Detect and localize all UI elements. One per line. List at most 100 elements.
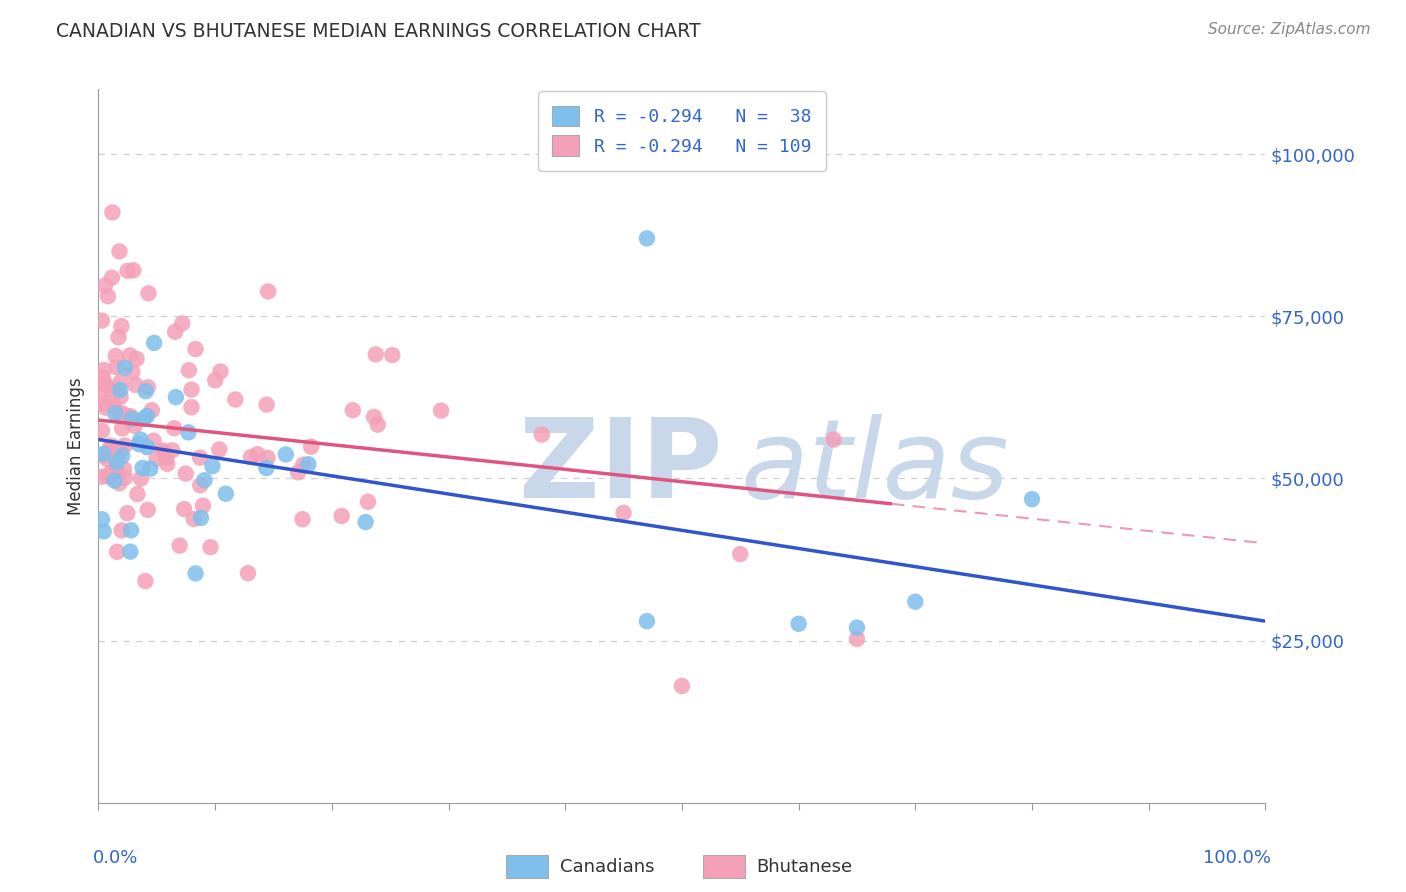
Point — [201, 459, 224, 474]
Point — [165, 325, 187, 339]
Point — [134, 574, 156, 588]
Point — [165, 390, 187, 404]
Point — [287, 466, 309, 480]
Point — [110, 524, 132, 538]
Point — [354, 515, 377, 529]
Point — [173, 502, 195, 516]
Point — [193, 473, 215, 487]
Text: CANADIAN VS BHUTANESE MEDIAN EARNINGS CORRELATION CHART: CANADIAN VS BHUTANESE MEDIAN EARNINGS CO… — [56, 22, 700, 41]
Point — [188, 478, 211, 492]
Point — [90, 370, 112, 384]
Point — [177, 425, 200, 440]
Point — [111, 449, 134, 463]
Text: 0.0%: 0.0% — [93, 849, 138, 867]
Point — [105, 545, 128, 559]
Point — [94, 378, 117, 392]
Point — [190, 511, 212, 525]
Point — [129, 472, 152, 486]
Point — [152, 443, 174, 458]
Point — [114, 438, 136, 452]
Point — [103, 474, 125, 488]
Point — [143, 335, 166, 350]
Point — [100, 438, 122, 452]
Point — [184, 566, 207, 581]
Point — [90, 313, 112, 327]
Point — [124, 418, 146, 433]
Point — [120, 544, 142, 558]
Point — [200, 540, 222, 554]
Point — [363, 409, 385, 424]
Point — [110, 319, 132, 334]
Point — [136, 380, 159, 394]
Point — [108, 476, 131, 491]
Point — [108, 406, 131, 420]
Point — [97, 469, 120, 483]
Point — [117, 264, 139, 278]
Point — [846, 632, 869, 646]
Point — [101, 270, 124, 285]
Point — [110, 376, 132, 390]
Point — [172, 317, 194, 331]
Point — [104, 406, 127, 420]
Point — [103, 400, 125, 414]
Point — [101, 392, 124, 406]
Point — [671, 679, 693, 693]
Point — [118, 348, 141, 362]
Point — [93, 397, 115, 411]
Point — [111, 407, 134, 421]
Point — [128, 437, 150, 451]
Point — [299, 440, 322, 454]
Text: Source: ZipAtlas.com: Source: ZipAtlas.com — [1208, 22, 1371, 37]
Text: Canadians: Canadians — [560, 858, 654, 876]
Point — [93, 363, 115, 377]
Point — [107, 330, 129, 344]
Point — [114, 360, 136, 375]
Point — [787, 616, 810, 631]
Point — [141, 403, 163, 417]
Point — [174, 467, 197, 481]
Point — [177, 363, 200, 377]
Point — [823, 433, 845, 447]
Point — [129, 433, 152, 447]
Point — [636, 231, 658, 245]
Point — [90, 385, 112, 400]
Point — [105, 455, 128, 469]
Point — [291, 512, 314, 526]
Point — [1021, 492, 1043, 507]
Point — [139, 461, 162, 475]
Point — [93, 373, 115, 387]
Point — [188, 450, 211, 465]
Point — [127, 487, 149, 501]
Point — [90, 469, 112, 483]
Point — [257, 285, 280, 299]
Point — [297, 457, 319, 471]
Point — [121, 365, 143, 379]
Point — [125, 351, 148, 366]
Point — [292, 458, 315, 472]
Point — [100, 382, 122, 396]
Point — [184, 342, 207, 356]
Text: Bhutanese: Bhutanese — [756, 858, 852, 876]
Point — [162, 443, 184, 458]
Point — [730, 547, 752, 561]
Point — [122, 263, 145, 277]
Point — [367, 417, 389, 432]
Point — [94, 278, 117, 293]
Point — [204, 373, 226, 387]
Point — [215, 486, 238, 500]
Point — [131, 461, 153, 475]
Point — [169, 539, 191, 553]
Point — [256, 450, 278, 465]
Point — [636, 614, 658, 628]
Point — [136, 503, 159, 517]
Point — [209, 364, 232, 378]
Point — [191, 499, 214, 513]
Point — [117, 506, 139, 520]
Point — [93, 524, 115, 539]
Point — [430, 403, 453, 417]
Point — [138, 286, 160, 301]
Text: atlas: atlas — [741, 414, 1010, 521]
Point — [136, 440, 159, 454]
Point — [108, 445, 131, 459]
Point — [180, 401, 202, 415]
